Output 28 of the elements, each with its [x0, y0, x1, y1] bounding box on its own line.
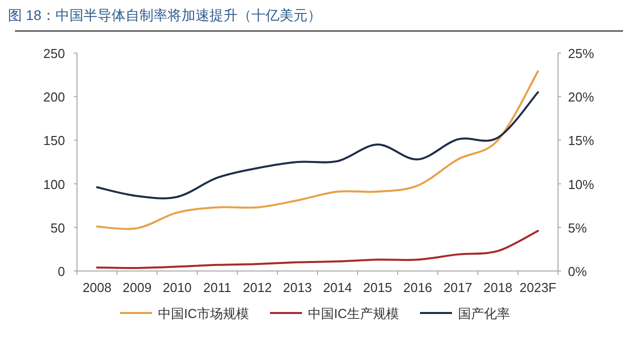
y2-tick-label: 5%: [568, 220, 588, 236]
x-tick-label: 2012: [242, 280, 272, 295]
x-tick-label: 2023F: [520, 280, 556, 295]
y-tick-label: 0: [58, 264, 65, 279]
y-tick-label: 100: [43, 176, 65, 192]
y2-tick-label: 25%: [568, 46, 594, 61]
y-tick-label: 50: [50, 220, 65, 236]
x-tick-label: 2010: [162, 280, 192, 295]
y-tick-label: 200: [43, 90, 65, 105]
x-tick-label: 2013: [282, 280, 312, 295]
x-tick-label: 2009: [122, 280, 152, 295]
y2-tick-label: 15%: [568, 133, 594, 148]
legend-label: 中国IC生产规模: [308, 306, 399, 321]
x-tick-label: 2018: [483, 280, 512, 295]
y2-tick-label: 0%: [568, 264, 588, 279]
x-tick-label: 2008: [82, 280, 112, 295]
x-tick-label: 2015: [363, 280, 392, 295]
x-tick-label: 2014: [323, 280, 352, 295]
y2-tick-label: 10%: [568, 176, 594, 192]
y-tick-label: 250: [43, 46, 65, 61]
chart-title: 图 18：中国半导体自制率将加速提升（十亿美元）: [8, 7, 322, 23]
legend-label: 国产化率: [458, 306, 510, 321]
y-tick-label: 150: [43, 133, 65, 148]
y2-tick-label: 20%: [568, 90, 594, 105]
x-tick-label: 2016: [403, 280, 432, 295]
legend-label: 中国IC市场规模: [158, 306, 249, 321]
x-tick-label: 2011: [203, 280, 232, 295]
x-tick-label: 2017: [443, 280, 472, 295]
